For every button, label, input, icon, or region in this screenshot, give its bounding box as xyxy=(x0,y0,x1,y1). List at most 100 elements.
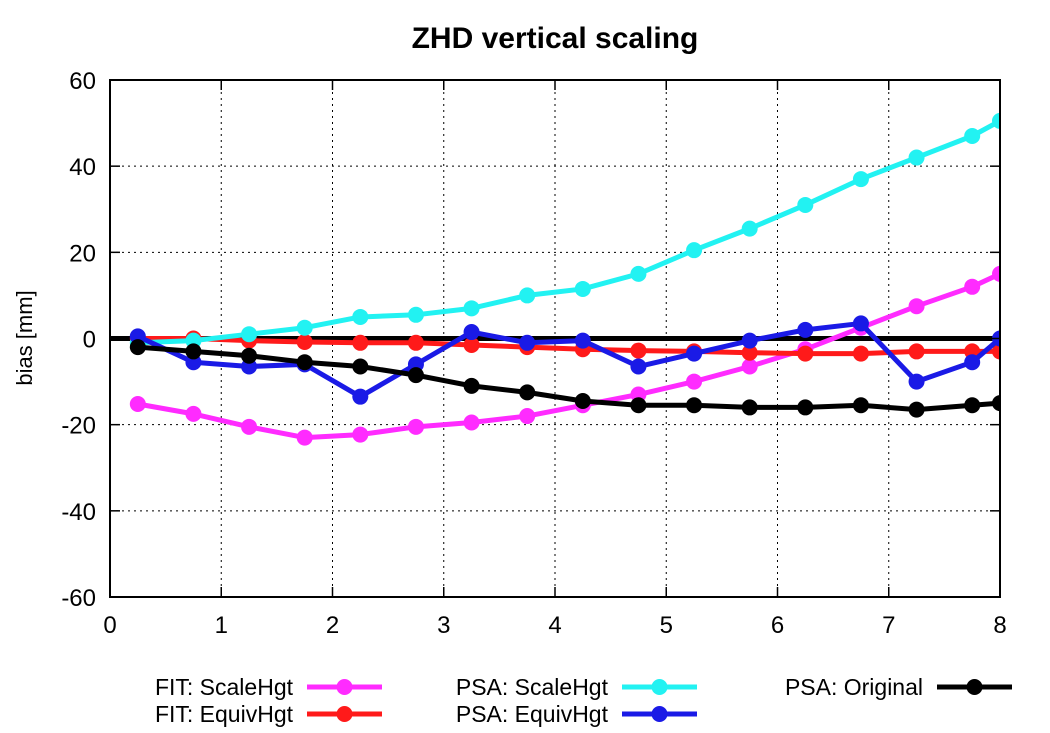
y-tick-label: 40 xyxy=(69,154,96,181)
legend-item-fit-equivhgt: FIT: EquivHgt xyxy=(155,701,382,727)
data-point xyxy=(129,339,146,356)
data-point xyxy=(964,397,981,414)
data-point xyxy=(908,343,925,360)
series-psa-original xyxy=(129,339,1000,418)
data-point xyxy=(852,345,869,362)
data-point xyxy=(241,347,258,364)
data-point xyxy=(741,358,758,375)
data-point xyxy=(630,342,647,359)
data-point xyxy=(908,298,925,315)
x-tick-label: 3 xyxy=(437,612,450,639)
data-point xyxy=(129,395,146,412)
y-tick-label: 0 xyxy=(83,327,96,354)
legend-swatch-marker xyxy=(651,679,668,695)
data-point xyxy=(407,418,424,435)
legend-item-psa-scalehgt: PSA: ScaleHgt xyxy=(456,674,697,700)
data-point xyxy=(852,171,869,188)
x-tick-label: 0 xyxy=(103,612,116,639)
data-point xyxy=(630,358,647,375)
data-point xyxy=(519,408,536,425)
legend-swatch-marker xyxy=(336,706,353,722)
y-tick-label: -60 xyxy=(61,585,96,612)
x-tick-label: 7 xyxy=(882,612,895,639)
x-tick-label: 2 xyxy=(326,612,339,639)
series-psa-equivhgt xyxy=(129,315,1000,405)
legend-label: PSA: EquivHgt xyxy=(456,701,609,727)
data-point xyxy=(630,265,647,282)
x-tick-label: 6 xyxy=(771,612,784,639)
data-point xyxy=(797,345,814,362)
x-tick-label: 5 xyxy=(660,612,673,639)
data-point xyxy=(296,333,313,350)
data-point xyxy=(407,334,424,351)
data-point xyxy=(686,345,703,362)
data-point xyxy=(463,324,480,341)
data-point xyxy=(992,343,1000,360)
legend-item-psa-original: PSA: Original xyxy=(785,674,1012,700)
data-point xyxy=(574,332,591,349)
data-point xyxy=(797,196,814,213)
legend-swatch-marker xyxy=(966,679,983,695)
data-point xyxy=(519,334,536,351)
data-point xyxy=(992,395,1000,412)
x-tick-label: 8 xyxy=(993,612,1006,639)
data-point xyxy=(296,354,313,371)
legend-item-fit-scalehgt: FIT: ScaleHgt xyxy=(155,674,382,700)
data-point xyxy=(352,358,369,375)
data-point xyxy=(185,343,202,360)
data-point xyxy=(686,373,703,390)
data-point xyxy=(992,112,1000,129)
data-point xyxy=(352,334,369,351)
data-point xyxy=(463,300,480,317)
data-point xyxy=(296,319,313,336)
data-point xyxy=(574,392,591,409)
data-point xyxy=(908,149,925,166)
data-point xyxy=(908,373,925,390)
y-tick-label: -20 xyxy=(61,413,96,440)
data-point xyxy=(852,397,869,414)
data-point xyxy=(992,265,1000,282)
legend-label: PSA: ScaleHgt xyxy=(456,674,609,700)
legend-swatch-marker xyxy=(651,706,668,722)
y-tick-label: 60 xyxy=(69,68,96,95)
data-point xyxy=(574,280,591,297)
data-point xyxy=(964,128,981,145)
data-point xyxy=(741,220,758,237)
legend-swatch-marker xyxy=(336,679,353,695)
y-tick-label: 20 xyxy=(69,240,96,267)
x-tick-label: 1 xyxy=(215,612,228,639)
y-tick-label: -40 xyxy=(61,499,96,526)
legend-label: FIT: ScaleHgt xyxy=(155,674,294,700)
axis-ticks: 0 1 2 3 4 5 6 7 8 -60 -40 -20 0 20 40 60 xyxy=(61,68,1006,639)
data-point xyxy=(741,344,758,361)
data-point xyxy=(241,326,258,343)
data-point xyxy=(964,354,981,371)
data-point xyxy=(352,388,369,405)
data-point xyxy=(352,308,369,325)
data-point xyxy=(797,321,814,338)
series-line xyxy=(137,118,1000,346)
series-psa-scalehgt xyxy=(129,112,1000,351)
legend-label: FIT: EquivHgt xyxy=(155,701,294,727)
data-point xyxy=(741,332,758,349)
legend-label: PSA: Original xyxy=(785,674,923,700)
data-point xyxy=(908,401,925,418)
data-point xyxy=(241,418,258,435)
data-point xyxy=(463,336,480,353)
data-point xyxy=(185,405,202,422)
data-point xyxy=(296,429,313,446)
data-point xyxy=(407,367,424,384)
y-axis-label: bias [mm] xyxy=(12,290,37,385)
series-line xyxy=(137,344,1000,413)
data-point xyxy=(630,397,647,414)
data-point xyxy=(519,287,536,304)
data-point xyxy=(797,399,814,416)
data-point xyxy=(741,399,758,416)
data-point xyxy=(463,377,480,394)
x-tick-label: 4 xyxy=(548,612,561,639)
chart-title: ZHD vertical scaling xyxy=(412,22,699,55)
series-group xyxy=(129,112,1000,446)
data-point xyxy=(463,414,480,431)
